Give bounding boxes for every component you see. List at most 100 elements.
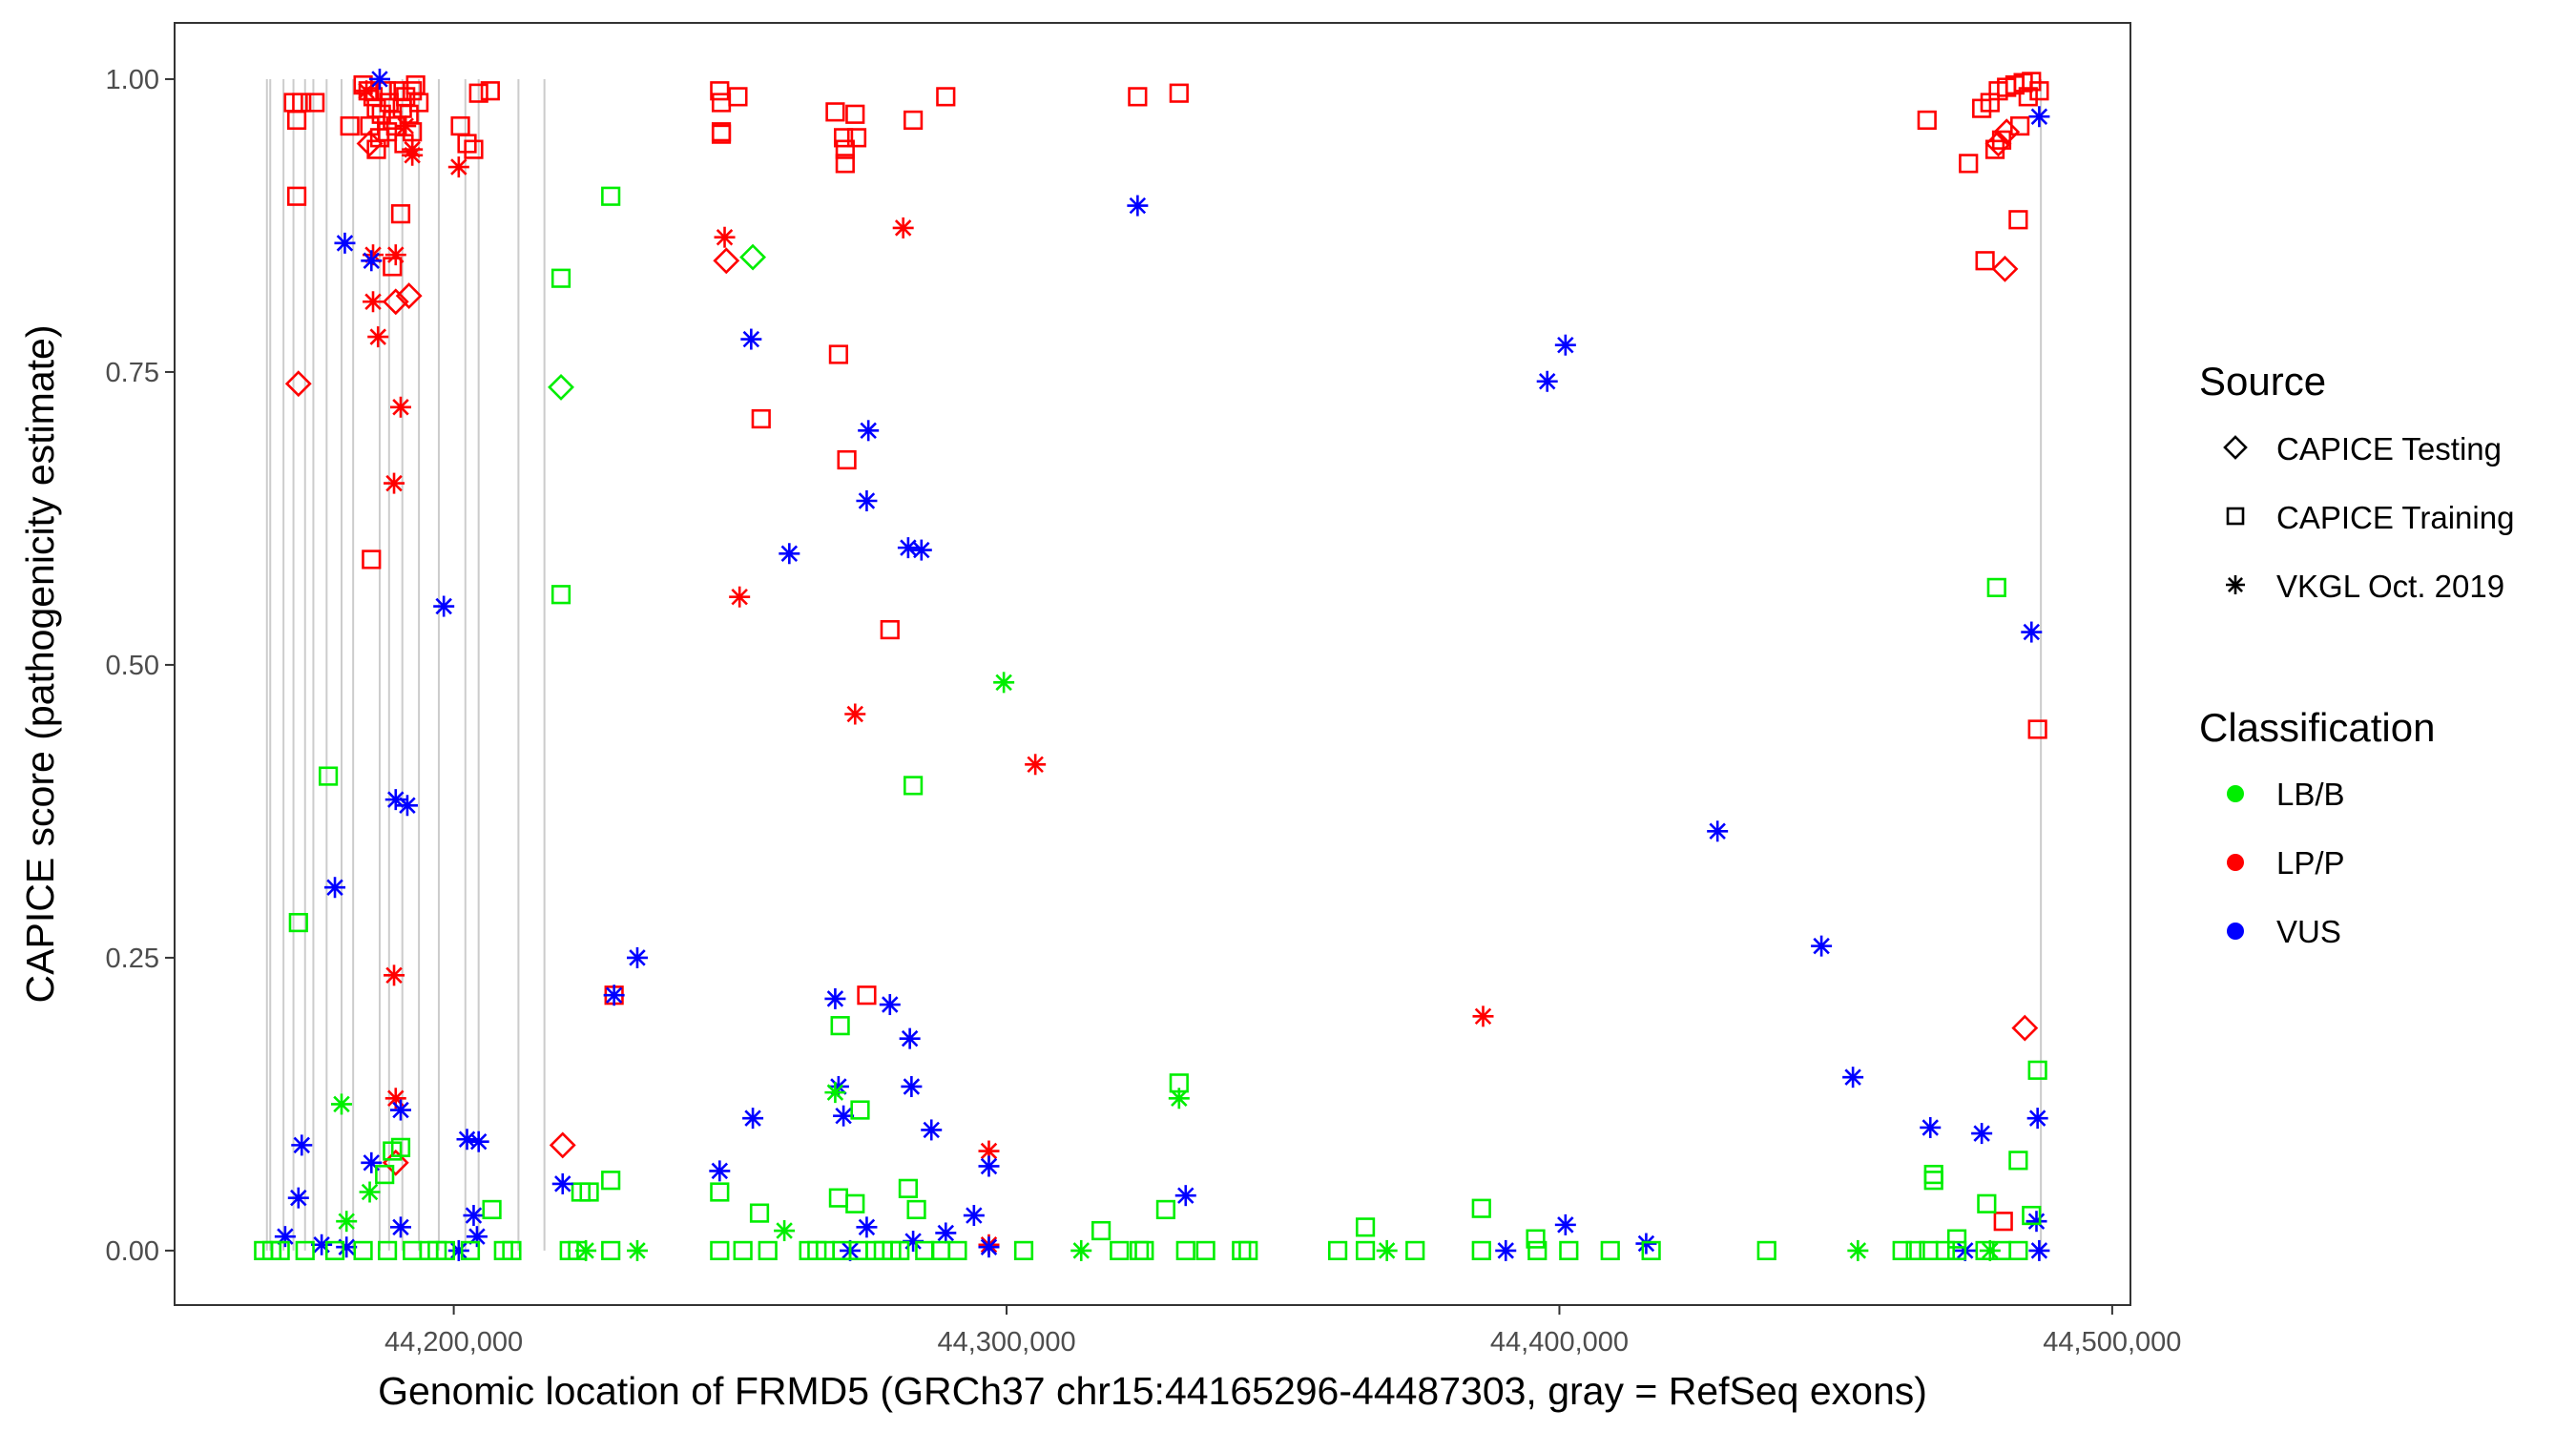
data-point-vkgl-B [330, 1093, 352, 1115]
square-marker [1923, 1171, 1943, 1191]
data-point-train-B [318, 766, 339, 786]
square-marker [710, 81, 730, 101]
square-marker [376, 81, 397, 101]
y-tick-label: 0.00 [106, 1236, 159, 1267]
data-point-train-P [286, 110, 307, 131]
data-point-vkgl-B [1168, 1088, 1190, 1110]
asterisk-stroke [2030, 1242, 2048, 1259]
asterisk-stroke [2027, 1213, 2046, 1230]
data-point-train-B [1527, 1240, 1548, 1260]
y-tick-label: 1.00 [106, 65, 159, 95]
data-point-vkgl-V [1536, 370, 1558, 392]
data-point-train-B [1328, 1240, 1348, 1260]
data-point-vkgl-V [910, 539, 932, 561]
data-point-train-B [324, 1240, 345, 1260]
data-point-train-B [1355, 1240, 1376, 1260]
asterisk-stroke [780, 545, 799, 562]
data-point-train-P [710, 81, 730, 101]
square-marker [857, 985, 877, 1006]
data-point-vkgl-V [921, 1119, 943, 1141]
data-point-vkgl-B [1847, 1239, 1869, 1261]
square-marker [464, 139, 484, 159]
asterisk-stroke [860, 422, 877, 440]
legend-class-label: LB/B [2276, 777, 2345, 812]
data-point-train-P [936, 87, 956, 107]
data-point-vkgl-P [384, 472, 405, 494]
asterisk-stroke [1557, 336, 1574, 354]
data-point-vkgl-V [1842, 1067, 1864, 1089]
data-point-vkgl-V [1811, 935, 1833, 957]
data-point-test-P [549, 1131, 576, 1159]
data-point-vkgl-V [978, 1155, 1000, 1177]
diamond-marker [1984, 130, 2012, 157]
data-point-vkgl-V [1971, 1123, 1993, 1145]
data-point-vkgl-V [396, 795, 418, 817]
legend-classification-title: Classification [2199, 705, 2435, 750]
data-point-vkgl-V [334, 232, 356, 254]
square-marker [366, 139, 386, 159]
square-marker [1134, 1240, 1154, 1260]
data-point-train-P [2008, 210, 2028, 230]
data-point-train-B [353, 1240, 373, 1260]
asterisk-stroke [1844, 1068, 1861, 1086]
square-marker [1559, 1240, 1579, 1260]
square-marker [1238, 1240, 1258, 1260]
data-point-train-P [880, 619, 900, 640]
asterisk-stroke [392, 399, 409, 416]
data-point-train-P [2027, 719, 2047, 739]
square-marker [710, 1240, 730, 1260]
asterisk-stroke [392, 1218, 409, 1236]
y-axis: 0.00 0.25 0.50 0.75 1.00 [106, 65, 175, 1267]
asterisk-stroke [1813, 937, 1830, 955]
data-point-train-P [825, 102, 845, 122]
asterisk-stroke [1538, 373, 1556, 390]
square-marker [288, 912, 308, 933]
data-point-vkgl-V [466, 1226, 488, 1248]
data-point-vkgl-V [779, 543, 800, 565]
data-point-test-P [382, 288, 409, 316]
data-point-train-B [1935, 1240, 1955, 1260]
data-point-train-P [468, 83, 488, 103]
data-point-train-B [1405, 1240, 1425, 1260]
data-point-train-B [710, 1182, 730, 1202]
square-marker [305, 93, 325, 113]
asterisk-stroke [387, 1089, 405, 1107]
square-marker [1946, 1229, 1967, 1249]
square-marker [2226, 507, 2245, 526]
asterisk-stroke [1637, 1234, 1655, 1253]
asterisk-stroke [605, 986, 623, 1004]
asterisk-stroke [980, 1157, 998, 1175]
asterisk-stroke [1027, 756, 1044, 774]
asterisk-stroke [629, 949, 646, 966]
square-marker [1977, 1193, 1997, 1213]
square-marker [1993, 1212, 2013, 1232]
data-point-vkgl-V [361, 250, 383, 272]
square-marker [837, 449, 857, 470]
asterisk-stroke [1497, 1242, 1514, 1259]
data-point-train-P [360, 115, 380, 136]
asterisk-stroke [835, 1107, 852, 1125]
data-point-vkgl-P [384, 244, 406, 266]
data-point-vkgl-V [2028, 106, 2050, 128]
square-marker [711, 124, 732, 144]
data-point-train-B [1756, 1240, 1776, 1260]
data-point-vkgl-P [367, 326, 389, 348]
square-marker [1169, 83, 1189, 103]
data-point-train-B [1923, 1171, 1943, 1191]
data-point-vkgl-V [2021, 621, 2043, 643]
data-point-vkgl-P [356, 80, 378, 102]
data-point-train-B [1946, 1240, 1967, 1260]
square-marker [710, 1182, 730, 1202]
square-marker [749, 1203, 770, 1223]
data-point-vkgl-V [1495, 1239, 1517, 1261]
asterisk-stroke [371, 71, 388, 88]
data-point-train-B [1892, 1240, 1912, 1260]
asterisk-stroke [903, 1078, 921, 1095]
data-point-test-P [2011, 1014, 2039, 1042]
asterisk-stroke [469, 1132, 488, 1151]
data-point-train-B [1471, 1240, 1491, 1260]
data-point-vkgl-P [384, 964, 405, 986]
x-axis-title: Genomic location of FRMD5 (GRCh37 chr15:… [378, 1369, 1927, 1413]
asterisk-stroke [399, 797, 416, 815]
